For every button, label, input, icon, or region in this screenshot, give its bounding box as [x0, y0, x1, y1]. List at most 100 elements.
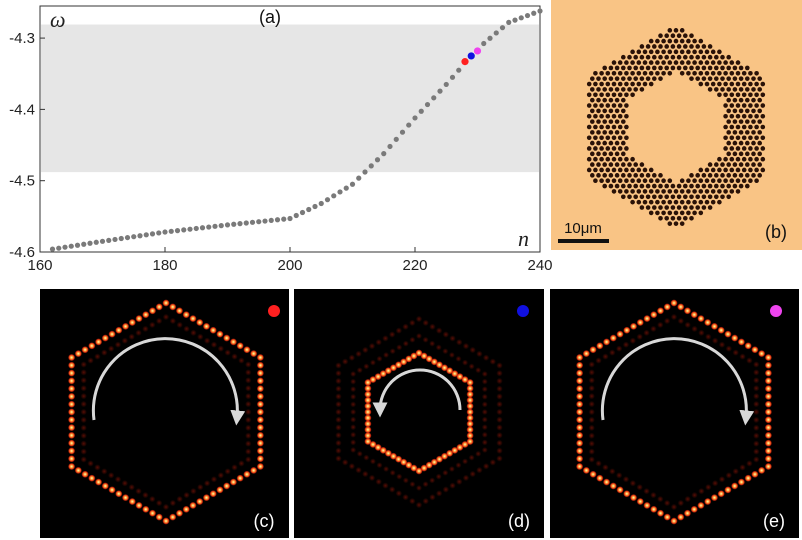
sample-hole — [754, 81, 759, 87]
sample-hole — [596, 87, 601, 92]
data-point — [99, 238, 106, 244]
sample-hole — [748, 103, 753, 108]
sample-hole — [611, 178, 617, 183]
sample-hole — [639, 44, 645, 49]
data-point — [249, 219, 256, 225]
sample-hole — [602, 151, 607, 157]
field-spot — [364, 414, 372, 422]
sample-hole — [683, 44, 688, 49]
field-spot — [256, 423, 264, 432]
faint-field-spot — [725, 472, 733, 479]
faint-field-spot — [711, 480, 719, 487]
field-spot — [602, 478, 611, 486]
faint-field-spot — [80, 448, 87, 455]
faint-field-spot — [449, 335, 456, 342]
faint-field-spot — [335, 447, 342, 454]
faint-field-spot — [203, 337, 211, 344]
faint-field-spot — [429, 340, 436, 347]
panel-d-blue-marker — [517, 305, 529, 317]
field-spot — [81, 346, 89, 354]
faint-field-spot — [636, 484, 643, 491]
faint-field-spot — [409, 497, 416, 505]
sample-hole — [686, 189, 691, 194]
field-spot — [256, 392, 264, 401]
sample-hole — [648, 178, 654, 183]
panel-e-field-intensity: (e) — [550, 289, 799, 538]
faint-field-spot — [588, 424, 595, 432]
field-spot — [94, 338, 103, 346]
sample-hole — [593, 124, 598, 130]
faint-field-spot — [245, 400, 252, 408]
sample-hole — [661, 71, 666, 76]
field-spot — [576, 377, 584, 385]
field-spot — [364, 420, 372, 428]
sample-hole — [686, 71, 691, 76]
sample-hole — [645, 65, 651, 71]
sample-hole — [748, 146, 753, 151]
field-spot — [364, 426, 372, 434]
sample-hole — [642, 199, 648, 205]
sample-hole — [608, 183, 614, 189]
sample-hole — [652, 205, 657, 210]
sample-hole — [602, 183, 607, 189]
sample-hole — [648, 60, 654, 65]
sample-hole-lattice — [586, 28, 766, 226]
field-spot — [650, 311, 658, 319]
field-spot — [216, 486, 224, 494]
faint-field-spot — [718, 476, 726, 483]
sample-hole — [689, 76, 694, 81]
field-spot — [466, 402, 474, 410]
chart-title: (a) — [259, 7, 281, 27]
field-spot — [256, 416, 264, 424]
sample-hole — [617, 135, 623, 141]
faint-field-spot — [382, 335, 389, 342]
faint-field-spot — [588, 440, 595, 447]
faint-field-spot — [732, 349, 739, 356]
data-point — [56, 245, 62, 251]
sample-hole — [757, 162, 762, 167]
panel-c-label: (c) — [254, 511, 275, 531]
sample-hole — [624, 71, 629, 76]
sample-hole — [745, 87, 750, 92]
sample-hole — [757, 140, 762, 146]
sample-hole — [751, 108, 756, 114]
sample-hole — [760, 124, 766, 130]
field-spot — [121, 494, 130, 502]
sample-hole — [757, 119, 762, 124]
sample-hole — [642, 81, 648, 87]
faint-field-spot — [369, 458, 376, 465]
sample-hole — [602, 87, 607, 92]
field-spot — [710, 494, 719, 502]
sample-hole — [748, 156, 753, 162]
faint-field-spot — [350, 416, 357, 423]
faint-field-spot — [481, 439, 488, 446]
field-spot — [175, 307, 184, 315]
field-spot — [737, 478, 746, 486]
sample-hole — [738, 76, 744, 81]
sample-hole — [723, 178, 728, 183]
chart-xlabel: n — [518, 226, 529, 251]
sample-hole — [748, 81, 753, 87]
panel-a-spectrum-chart: 160 180 200 220 240 -4.6 -4.5 -4.4 -4.3 ω n (a) — [9, 5, 553, 274]
sample-hole — [729, 113, 735, 119]
sample-hole — [645, 205, 651, 210]
sample-hole — [590, 119, 595, 124]
field-spot — [81, 470, 89, 478]
sample-hole — [670, 205, 676, 210]
field-spot — [602, 338, 611, 346]
field-spot — [250, 466, 258, 474]
field-spot — [589, 470, 597, 478]
faint-field-spot — [684, 321, 691, 329]
faint-field-spot — [245, 432, 252, 439]
sample-hole — [679, 71, 685, 76]
sample-hole — [614, 97, 620, 103]
sample-hole — [679, 60, 685, 65]
faint-field-spot — [335, 424, 342, 431]
sample-hole — [652, 54, 657, 60]
sample-hole — [614, 183, 620, 189]
faint-field-spot — [753, 448, 760, 455]
faint-field-spot — [753, 369, 760, 376]
sample-hole — [729, 146, 735, 151]
sample-hole — [689, 173, 694, 178]
sample-hole — [661, 210, 666, 216]
